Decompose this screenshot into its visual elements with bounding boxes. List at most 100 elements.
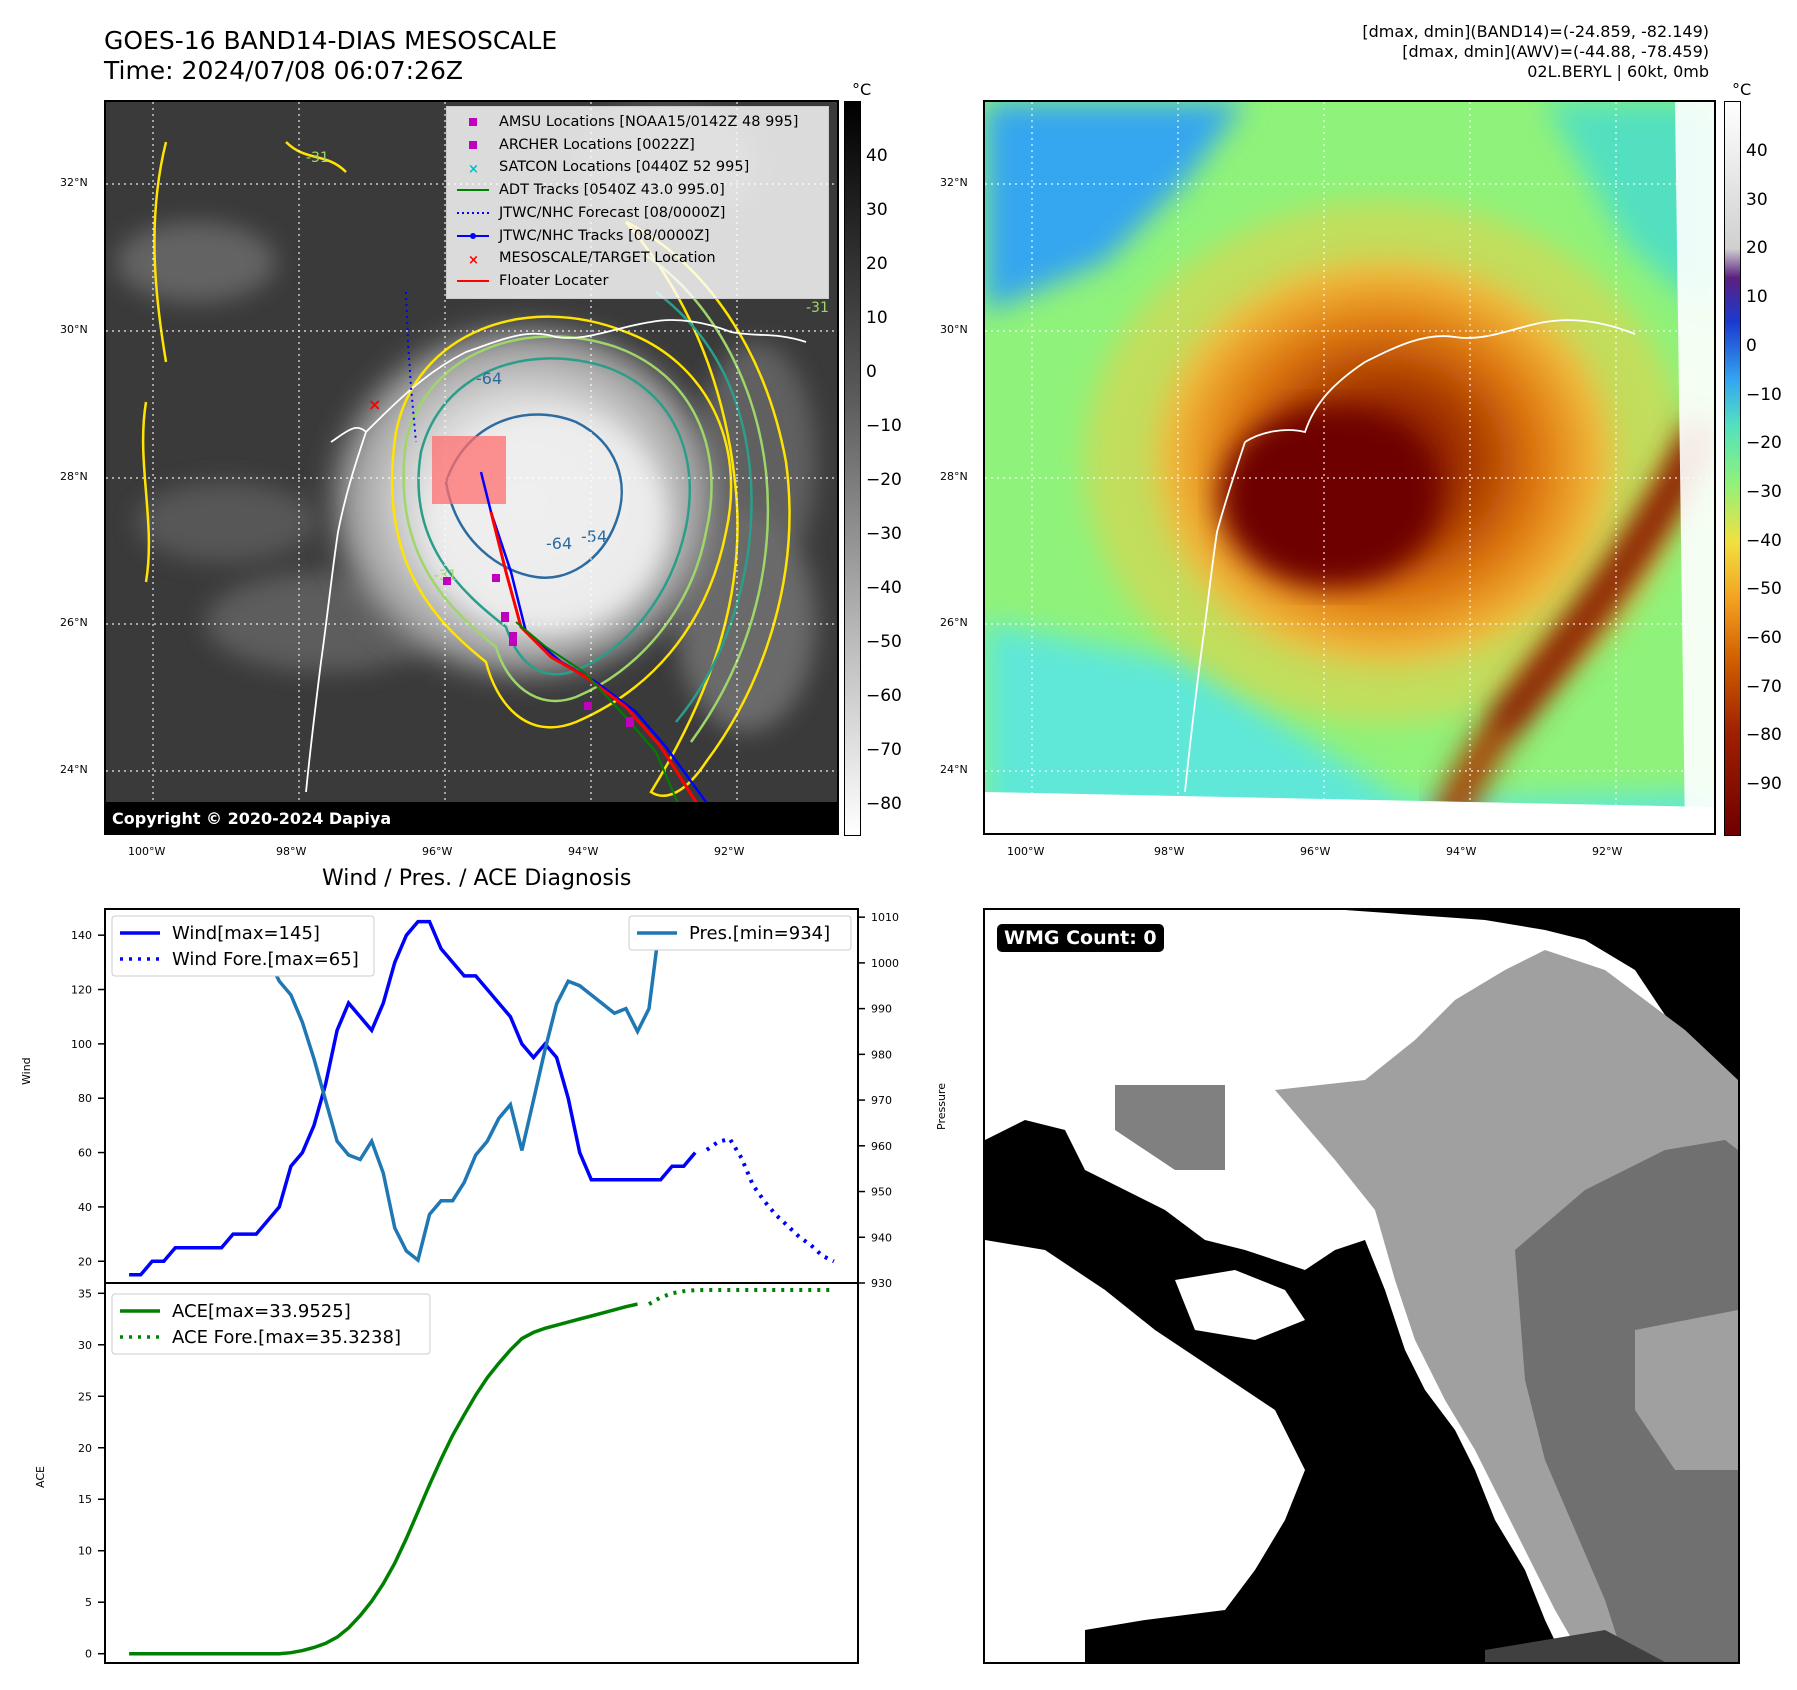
lat-label: 24°N bbox=[940, 763, 968, 776]
ace-line bbox=[129, 1302, 638, 1656]
wind-legend-label: Wind Fore.[max=65] bbox=[172, 949, 359, 970]
colorbar-tick-label: −30 bbox=[1746, 481, 1782, 502]
ir-colorbar bbox=[844, 101, 861, 836]
legend-item: × MESOSCALE/TARGET Location bbox=[455, 247, 828, 270]
colorbar-tick-label: −80 bbox=[866, 794, 902, 814]
wv-map bbox=[985, 102, 1714, 833]
wv-colorbar bbox=[1724, 101, 1741, 836]
ir-map-panel: -64 -64 -54 -31 -31 -31 bbox=[104, 100, 839, 835]
legend-icon: × bbox=[468, 162, 479, 175]
lat-label: 28°N bbox=[940, 470, 968, 483]
colorbar-tick-label: −10 bbox=[1746, 384, 1782, 405]
copyright-text: Copyright © 2020-2024 Dapiya bbox=[112, 809, 391, 828]
lon-label: 100°W bbox=[1007, 845, 1045, 858]
lon-label: 92°W bbox=[714, 845, 745, 858]
pressure-ylabel: Pressure bbox=[935, 1083, 948, 1130]
diagnosis-title: Wind / Pres. / ACE Diagnosis bbox=[322, 866, 632, 891]
legend-label: JTWC/NHC Tracks [08/0000Z] bbox=[499, 227, 710, 244]
ace-ylabel: ACE bbox=[34, 1466, 47, 1488]
diagnosis-svg: 2040608010012014093094095096097098099010… bbox=[71, 908, 899, 1664]
colorbar-tick-label: 0 bbox=[866, 362, 877, 382]
colorbar-tick-label: −40 bbox=[866, 578, 902, 598]
lat-label: 30°N bbox=[60, 323, 88, 336]
legend-icon: × bbox=[468, 253, 479, 266]
floater-track bbox=[489, 511, 718, 833]
pressure-axis-tick-label: 950 bbox=[871, 1186, 892, 1199]
lat-label: 26°N bbox=[60, 616, 88, 629]
ace-legend-label: ACE[max=33.9525] bbox=[172, 1301, 351, 1322]
lat-label: 30°N bbox=[940, 323, 968, 336]
wv-colorbar-unit: °C bbox=[1732, 80, 1752, 99]
pressure-axis-tick-label: 1010 bbox=[871, 911, 899, 924]
colorbar-tick-label: −90 bbox=[1746, 774, 1782, 795]
forecast-track bbox=[405, 291, 417, 443]
target-location-marker: × bbox=[368, 395, 381, 414]
wind-axis-tick-label: 20 bbox=[78, 1255, 92, 1268]
colorbar-tick-label: 20 bbox=[866, 254, 888, 274]
legend-label: ADT Tracks [0540Z 43.0 995.0] bbox=[499, 182, 725, 199]
wind-legend bbox=[111, 915, 375, 977]
legend-label: JTWC/NHC Forecast [08/0000Z] bbox=[499, 204, 726, 221]
legend-label: AMSU Locations [NOAA15/0142Z 48 995] bbox=[499, 114, 799, 130]
lat-label: 28°N bbox=[60, 470, 88, 483]
colorbar-tick-label: −70 bbox=[866, 740, 902, 760]
chart-title: GOES-16 BAND14-DIAS MESOSCALE bbox=[104, 26, 558, 55]
ace-axis-tick-label: 10 bbox=[78, 1545, 92, 1558]
ace-axis-tick-label: 5 bbox=[85, 1596, 92, 1609]
legend-label: MESOSCALE/TARGET Location bbox=[499, 250, 716, 267]
wmg-count-badge: WMG Count: 0 bbox=[997, 924, 1164, 952]
lon-label: 96°W bbox=[1300, 845, 1331, 858]
pressure-axis-tick-label: 980 bbox=[871, 1048, 892, 1061]
adt-track bbox=[515, 621, 687, 823]
lat-label: 26°N bbox=[940, 616, 968, 629]
wind-axis-tick-label: 100 bbox=[71, 1038, 92, 1051]
svg-text:×: × bbox=[468, 162, 479, 175]
contour-label: -64 bbox=[546, 534, 572, 553]
ace-legend-label: ACE Fore.[max=35.3238] bbox=[172, 1327, 401, 1348]
colorbar-tick-label: −40 bbox=[1746, 530, 1782, 551]
storm-info: 02L.BERYL | 60kt, 0mb bbox=[1527, 62, 1709, 81]
legend-icon bbox=[457, 280, 489, 283]
pressure-axis-tick-label: 1000 bbox=[871, 957, 899, 970]
wind-line bbox=[129, 919, 697, 1277]
colorbar-tick-label: −10 bbox=[866, 416, 902, 436]
colorbar-tick-label: −80 bbox=[1746, 725, 1782, 746]
colorbar-tick-label: −60 bbox=[1746, 628, 1782, 648]
colorbar-tick-label: 30 bbox=[1746, 189, 1768, 210]
wmg-map bbox=[985, 910, 1738, 1662]
contour-label: -54 bbox=[581, 527, 607, 546]
band14-range-info: [dmax, dmin](BAND14)=(-24.859, -82.149) bbox=[1362, 22, 1709, 41]
lat-label: 24°N bbox=[60, 763, 88, 776]
wind-legend-label: Wind[max=145] bbox=[172, 923, 320, 944]
legend-icon bbox=[457, 212, 489, 215]
diagnosis-charts: 20 40 60 80 100 120 140 930 940 950 960 970 980 990 10… bbox=[71, 908, 899, 1664]
wv-map-panel bbox=[983, 100, 1716, 835]
legend-icon bbox=[469, 118, 477, 127]
colorbar-tick-label: 40 bbox=[1746, 141, 1768, 161]
colorbar-tick-label: 10 bbox=[866, 308, 888, 328]
lon-label: 94°W bbox=[568, 845, 599, 858]
legend-item: JTWC/NHC Tracks [08/0000Z] bbox=[455, 225, 828, 248]
lon-label: 96°W bbox=[422, 845, 453, 858]
colorbar-tick-label: 30 bbox=[866, 200, 888, 220]
legend-item: AMSU Locations [NOAA15/0142Z 48 995] bbox=[455, 111, 828, 134]
colorbar-tick-label: 40 bbox=[866, 146, 888, 166]
ace-axis-tick-label: 0 bbox=[85, 1648, 92, 1661]
legend-label: SATCON Locations [0440Z 52 995] bbox=[499, 159, 750, 176]
ace-axis-tick-label: 30 bbox=[78, 1339, 92, 1352]
contour-label: -64 bbox=[476, 369, 502, 388]
wind-axis-tick-label: 120 bbox=[71, 984, 92, 997]
lon-label: 98°W bbox=[276, 845, 307, 858]
legend-item: Floater Locater bbox=[455, 270, 828, 293]
wind-forecast-line bbox=[705, 1136, 835, 1264]
lon-label: 98°W bbox=[1154, 845, 1185, 858]
map-legend: AMSU Locations [NOAA15/0142Z 48 995] ARCH… bbox=[446, 106, 829, 299]
pressure-axis-tick-label: 930 bbox=[871, 1277, 892, 1290]
legend-item: × SATCON Locations [0440Z 52 995] bbox=[455, 156, 828, 179]
ace-axis-tick-label: 25 bbox=[78, 1390, 92, 1403]
contour-label: -31 bbox=[806, 300, 829, 316]
awv-range-info: [dmax, dmin](AWV)=(-44.88, -78.459) bbox=[1402, 42, 1709, 61]
lat-label: 32°N bbox=[60, 176, 88, 189]
colorbar-tick-label: −20 bbox=[1746, 433, 1782, 454]
lon-label: 92°W bbox=[1592, 845, 1623, 858]
